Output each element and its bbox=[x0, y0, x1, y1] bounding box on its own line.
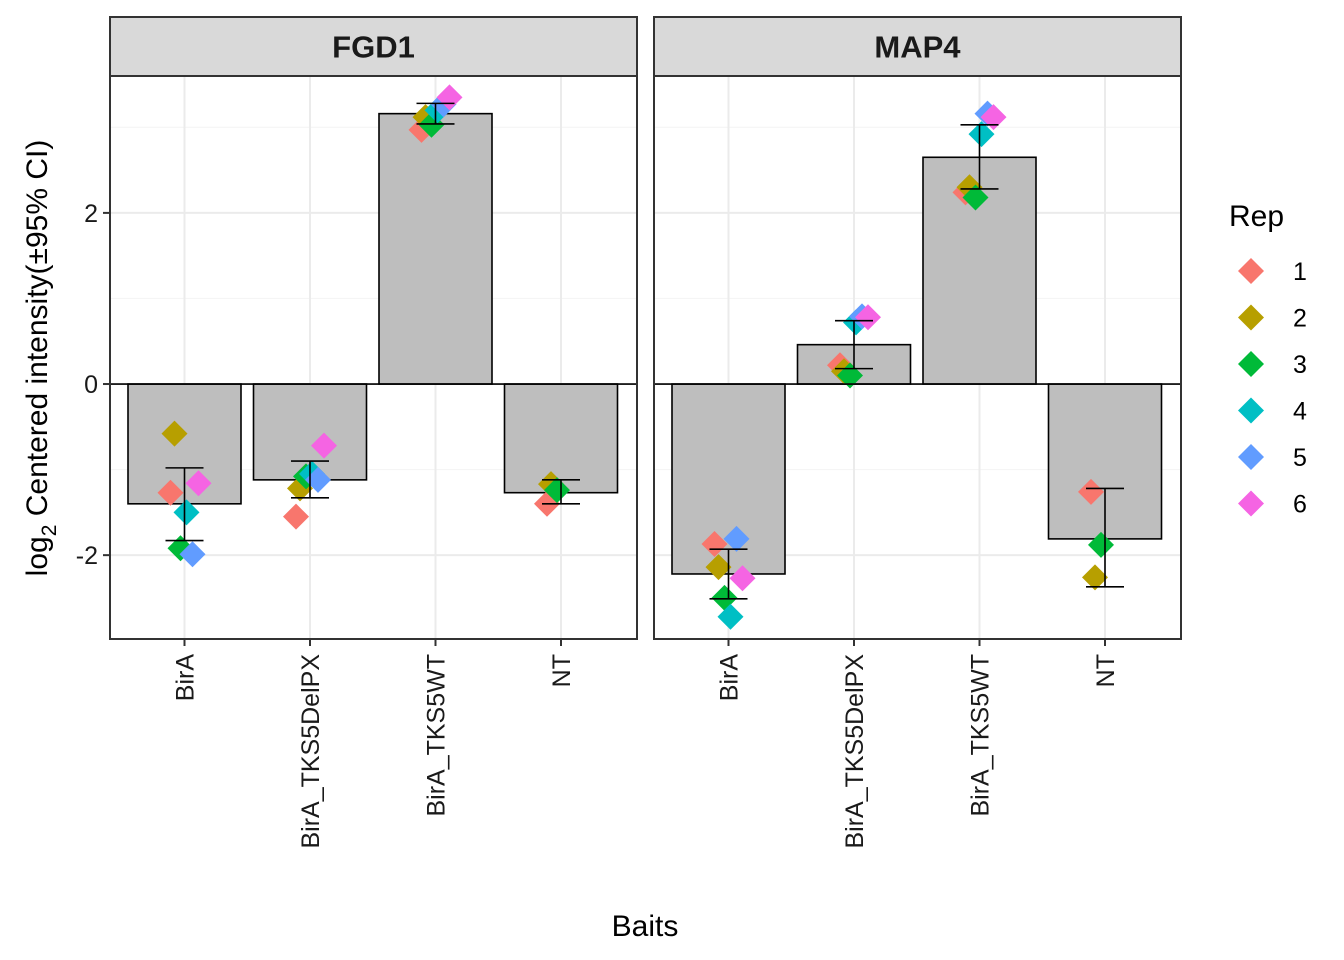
point-BirA_TKS5WT-rep3 bbox=[962, 184, 989, 211]
x-axis-title: Baits bbox=[612, 910, 679, 943]
errorbar-BirA_TKS5DelPX bbox=[291, 460, 329, 499]
strip-background bbox=[653, 16, 1182, 77]
panels-group: FGD1 BirA BirA_TKS5DelPX BirA_TKS5WT NT MAP4 B… bbox=[76, 16, 1182, 849]
legend-label-rep6: 6 bbox=[1293, 491, 1307, 519]
strip-background bbox=[109, 16, 638, 77]
errorbar-BirA_TKS5WT bbox=[416, 102, 455, 125]
point-BirA-rep5 bbox=[179, 541, 206, 568]
y-axis-title-subscript: 2 bbox=[38, 525, 61, 537]
point-BirA-rep4 bbox=[173, 499, 200, 526]
point-NT-rep1 bbox=[1078, 478, 1104, 505]
x-tick-label: BirA_TKS5DelPX bbox=[297, 654, 325, 849]
point-BirA_TKS5WT-rep6 bbox=[980, 104, 1007, 131]
errorbar-NT bbox=[1086, 487, 1124, 588]
errorbar-BirA bbox=[709, 548, 748, 600]
bar-BirA bbox=[671, 383, 786, 575]
legend-key-rep6 bbox=[1238, 490, 1264, 517]
x-tick-label: NT bbox=[1092, 654, 1120, 687]
strip-title: MAP4 bbox=[874, 30, 961, 65]
point-BirA_TKS5DelPX-rep6 bbox=[855, 304, 881, 331]
strip-title: FGD1 bbox=[332, 30, 415, 65]
errorbar-BirA_TKS5DelPX bbox=[835, 319, 873, 370]
legend-key-rep5 bbox=[1238, 444, 1264, 470]
point-BirA_TKS5DelPX-rep1 bbox=[283, 503, 309, 530]
point-BirA-rep2 bbox=[161, 420, 188, 447]
x-tick-label: NT bbox=[548, 654, 576, 687]
bar-BirA_TKS5WT bbox=[378, 112, 493, 385]
y-axis-title-rest: Centered intensity(±95% CI) bbox=[21, 140, 54, 525]
legend-key-rep3 bbox=[1238, 351, 1264, 377]
point-NT-rep3 bbox=[1088, 531, 1114, 558]
point-BirA-rep6 bbox=[185, 470, 212, 497]
y-axis-title-base: log bbox=[21, 536, 54, 576]
point-NT-rep2 bbox=[1082, 564, 1108, 591]
legend-title: Rep bbox=[1229, 200, 1284, 233]
legend-label-rep2: 2 bbox=[1293, 305, 1307, 333]
errorbar-NT bbox=[542, 479, 580, 505]
point-BirA-rep2 bbox=[705, 554, 732, 581]
legend-label-rep4: 4 bbox=[1293, 398, 1307, 426]
y-tick-label: 0 bbox=[84, 371, 98, 399]
legend-label-rep3: 3 bbox=[1293, 351, 1307, 379]
point-BirA_TKS5DelPX-rep5 bbox=[305, 466, 331, 493]
y-axis-title: log2 Centered intensity(±95% CI) bbox=[21, 140, 61, 577]
point-BirA-rep1 bbox=[701, 531, 728, 558]
legend-label-rep1: 1 bbox=[1293, 258, 1307, 286]
x-tick-label: BirA_TKS5WT bbox=[423, 654, 451, 817]
point-BirA-rep6 bbox=[729, 565, 756, 592]
x-tick-label: BirA_TKS5WT bbox=[967, 654, 995, 817]
legend-key-rep1 bbox=[1238, 258, 1264, 284]
point-BirA_TKS5WT-rep4 bbox=[968, 121, 995, 148]
y-tick-label: -2 bbox=[76, 542, 98, 570]
x-tick-label: BirA_TKS5DelPX bbox=[841, 654, 869, 849]
point-NT-rep3 bbox=[544, 477, 570, 504]
panel-fgd1: FGD1 BirA BirA_TKS5DelPX BirA_TKS5WT NT bbox=[109, 16, 638, 849]
panel-background bbox=[110, 76, 637, 639]
point-BirA-rep5 bbox=[723, 525, 750, 552]
point-BirA_TKS5DelPX-rep6 bbox=[311, 432, 337, 459]
legend-key-rep4 bbox=[1238, 397, 1264, 424]
legend-key-rep2 bbox=[1238, 304, 1264, 331]
point-BirA-rep1 bbox=[157, 479, 184, 506]
bar-NT bbox=[503, 383, 619, 494]
x-tick-label: BirA bbox=[716, 654, 744, 702]
legend-label-rep5: 5 bbox=[1293, 444, 1307, 472]
y-tick-label: 2 bbox=[84, 200, 98, 228]
errorbar-BirA_TKS5WT bbox=[960, 123, 999, 190]
point-BirA-rep4 bbox=[717, 603, 744, 630]
x-tick-label: BirA bbox=[172, 654, 200, 702]
legend: Rep 1 2 3 4 5 6 bbox=[1229, 200, 1307, 519]
panel-map4: MAP4 BirA BirA_TKS5DelPX BirA_TKS5WT NT bbox=[653, 16, 1182, 849]
y-axis: -2 0 2 bbox=[76, 200, 110, 570]
errorbar-BirA bbox=[165, 467, 204, 542]
